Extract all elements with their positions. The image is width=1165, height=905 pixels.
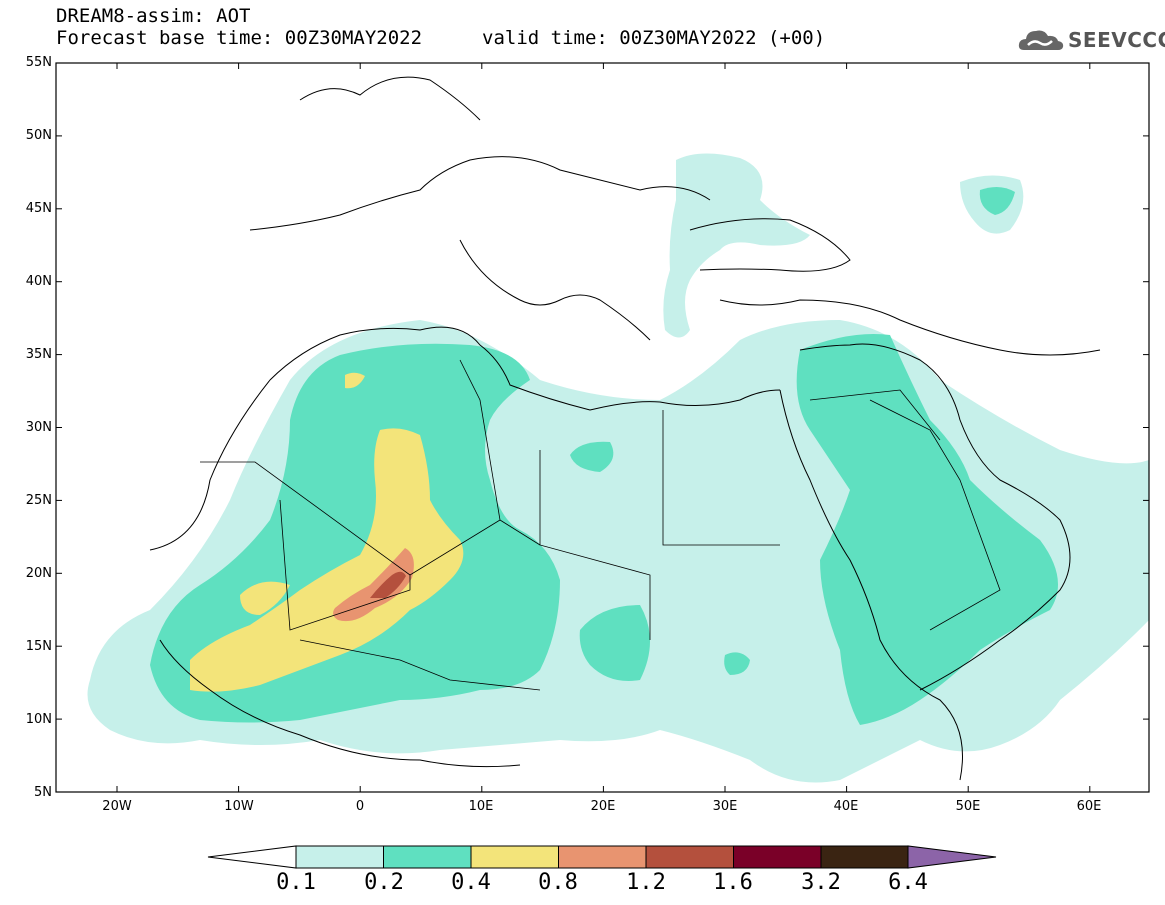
colorbar-label-1.6: 1.6 — [713, 870, 753, 895]
colorbar-label-0.2: 0.2 — [364, 870, 404, 895]
cloud-icon — [1018, 30, 1064, 50]
aot-level-1.2 — [370, 571, 406, 598]
lon-label-40e: 40E — [833, 799, 859, 814]
colorbar-box — [295, 845, 384, 869]
lon-label-0: 0 — [355, 799, 365, 814]
colorbar-box — [733, 845, 822, 869]
lon-label-50e: 50E — [955, 799, 981, 814]
lat-label-30n: 30N — [25, 420, 52, 435]
valid-time: valid time: 00Z30MAY2022 (+00) — [482, 27, 826, 49]
lat-label-35n: 35N — [25, 347, 52, 362]
lon-label-60e: 60E — [1076, 799, 1102, 814]
colorbar-label-6.4: 6.4 — [888, 870, 928, 895]
seevccc-logo: SEEVCCC — [1018, 26, 1165, 54]
colorbar-low-arrow — [207, 845, 297, 869]
colorbar-box — [558, 845, 647, 869]
colorbar-label-1.2: 1.2 — [626, 870, 666, 895]
colorbar-high-arrow — [907, 845, 997, 869]
lon-label-10e: 10E — [468, 799, 494, 814]
lon-label-20e: 20E — [590, 799, 616, 814]
colorbar-label-3.2: 3.2 — [801, 870, 841, 895]
colorbar-box — [820, 845, 909, 869]
colorbar-box — [383, 845, 472, 869]
lat-label-20n: 20N — [25, 566, 52, 581]
lat-label-10n: 10N — [25, 712, 52, 727]
coastlines — [149, 76, 1101, 781]
colorbar-box — [645, 845, 734, 869]
lat-label-55n: 55N — [25, 55, 52, 70]
colorbar-label-0.4: 0.4 — [451, 870, 491, 895]
logo-text: SEEVCCC — [1068, 28, 1165, 52]
lon-label-10w: 10W — [224, 799, 254, 814]
colorbar-label-0.8: 0.8 — [538, 870, 578, 895]
lon-label-20w: 20W — [102, 799, 132, 814]
map-title: DREAM8-assim: AOT — [56, 5, 251, 27]
lat-label-40n: 40N — [25, 274, 52, 289]
colorbar-box — [470, 845, 559, 869]
forecast-base-time: Forecast base time: 00Z30MAY2022 — [56, 27, 423, 49]
lat-label-25n: 25N — [25, 493, 52, 508]
lat-label-50n: 50N — [25, 128, 52, 143]
lat-label-15n: 15N — [25, 639, 52, 654]
lat-label-5n: 5N — [34, 785, 52, 800]
country-borders — [200, 359, 1001, 691]
aot-level-0.4 — [190, 372, 464, 692]
aot-level-0.8 — [333, 548, 414, 622]
lat-label-45n: 45N — [25, 201, 52, 216]
colorbar — [207, 845, 997, 869]
colorbar-label-0.1: 0.1 — [276, 870, 316, 895]
lon-label-30e: 30E — [712, 799, 738, 814]
